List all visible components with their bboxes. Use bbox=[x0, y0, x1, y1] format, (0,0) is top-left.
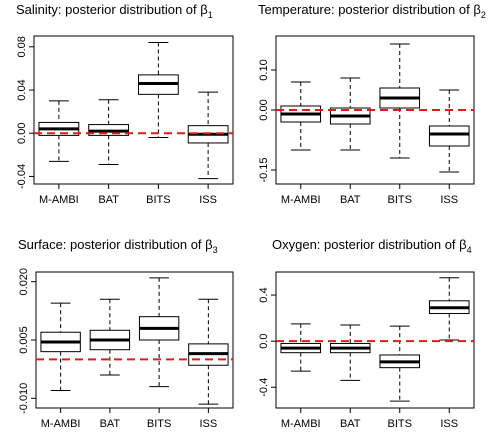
x-tick-label: BAT bbox=[98, 194, 119, 206]
box-m-ambi bbox=[280, 323, 322, 372]
box-bat bbox=[329, 77, 371, 151]
box-m-ambi bbox=[38, 100, 80, 162]
x-tick-label: BITS bbox=[146, 194, 170, 206]
panel-title: Surface: posterior distribution of β3 bbox=[18, 237, 218, 255]
x-tick-label: M-AMBI bbox=[39, 194, 79, 206]
x-tick-label: M-AMBI bbox=[281, 194, 321, 206]
panel-title: Oxygen: posterior distribution of β4 bbox=[272, 237, 472, 255]
box-iss bbox=[428, 277, 470, 341]
title-text: Salinity: posterior distribution of bbox=[16, 2, 200, 17]
title-subscript: 3 bbox=[213, 245, 218, 255]
panel-4: Oxygen: posterior distribution of β4 -0.4… bbox=[258, 237, 475, 430]
title-text: Oxygen: posterior distribution of bbox=[272, 237, 459, 252]
panel-2: Temperature: posterior distribution of β… bbox=[258, 2, 486, 206]
y-tick-label: 0.4 bbox=[258, 287, 270, 302]
x-tick-label: BAT bbox=[340, 194, 361, 206]
x-tick-label: BITS bbox=[388, 418, 412, 430]
iqr-box bbox=[428, 125, 470, 147]
box-iss bbox=[187, 91, 229, 180]
y-tick-label: 0.10 bbox=[258, 59, 270, 80]
title-subscript: 2 bbox=[481, 10, 486, 20]
panel-title: Temperature: posterior distribution of β… bbox=[258, 2, 486, 20]
title-beta: β bbox=[205, 237, 212, 252]
panel-1: Salinity: posterior distribution of β1 -0… bbox=[16, 2, 234, 206]
x-tick-label: ISS bbox=[440, 194, 458, 206]
y-tick-label: -0.010 bbox=[18, 383, 30, 414]
box-iss bbox=[428, 89, 470, 173]
x-tick-label: BITS bbox=[388, 194, 412, 206]
plot-frame bbox=[33, 35, 234, 185]
y-tick-label: -0.15 bbox=[258, 157, 270, 182]
box-bits bbox=[379, 43, 421, 159]
title-text: Surface: posterior distribution of bbox=[18, 237, 205, 252]
x-tick-label: BITS bbox=[147, 418, 171, 430]
box-iss bbox=[188, 298, 229, 405]
x-tick-label: BAT bbox=[100, 418, 121, 430]
x-tick-label: ISS bbox=[440, 418, 458, 430]
panel-3: Surface: posterior distribution of β3 -0.… bbox=[18, 237, 234, 430]
y-tick-label: -0.4 bbox=[258, 378, 270, 397]
title-beta: β bbox=[200, 2, 207, 17]
y-tick-label: -0.04 bbox=[16, 164, 28, 189]
title-subscript: 4 bbox=[467, 245, 472, 255]
box-bat bbox=[88, 99, 130, 166]
panel-title: Salinity: posterior distribution of β1 bbox=[16, 2, 213, 20]
y-tick-label: 0.020 bbox=[18, 268, 30, 296]
y-tick-label: 0.005 bbox=[18, 326, 30, 354]
plot-frame bbox=[275, 271, 475, 409]
box-m-ambi bbox=[280, 81, 322, 151]
box-bat bbox=[89, 298, 131, 376]
x-tick-label: ISS bbox=[199, 194, 217, 206]
y-tick-label: 0.00 bbox=[258, 99, 270, 120]
x-tick-label: ISS bbox=[200, 418, 218, 430]
y-tick-label: 0.00 bbox=[16, 123, 28, 144]
title-text: Temperature: posterior distribution of bbox=[258, 2, 473, 17]
x-tick-label: M-AMBI bbox=[41, 418, 81, 430]
y-tick-label: 0.0 bbox=[258, 334, 270, 349]
y-tick-label: 0.08 bbox=[16, 36, 28, 57]
box-bits bbox=[138, 277, 180, 388]
y-tick-label: 0.04 bbox=[16, 79, 28, 100]
box-m-ambi bbox=[40, 302, 81, 392]
box-bat bbox=[329, 324, 371, 381]
title-subscript: 1 bbox=[208, 10, 213, 20]
title-beta: β bbox=[459, 237, 466, 252]
x-tick-label: M-AMBI bbox=[281, 418, 321, 430]
title-beta: β bbox=[473, 2, 480, 17]
x-tick-label: BAT bbox=[340, 418, 361, 430]
box-bits bbox=[379, 325, 421, 402]
box-bits bbox=[137, 41, 179, 139]
